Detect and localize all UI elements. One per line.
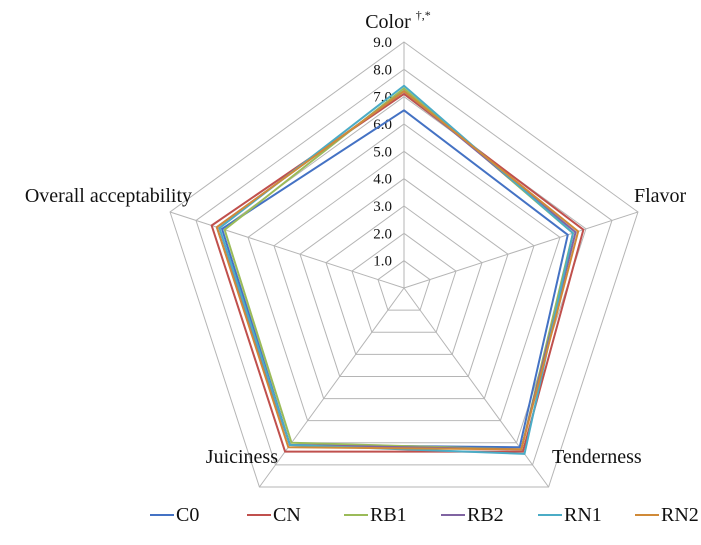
legend: C0 CN RB1 RB2 RN1 RN2 (150, 504, 699, 526)
series-line-rb1 (223, 87, 574, 451)
series-line-rn1 (218, 84, 574, 455)
legend-label: RB2 (467, 504, 504, 526)
legend-label: RN1 (564, 504, 602, 526)
axis-label-text: Color (365, 11, 411, 33)
axis-label-color: Color †,* (365, 8, 431, 33)
grid-ring-3 (325, 205, 483, 355)
axis-label-overall-acceptability: Overall acceptability (25, 185, 192, 207)
series-line-rn2 (215, 90, 580, 451)
spoke-1 (403, 211, 639, 289)
grid-ring-6 (247, 123, 561, 422)
series-lines (210, 84, 585, 455)
legend-item-cn: CN (247, 504, 301, 526)
spoke-2 (403, 287, 549, 488)
axis-label-text: Tenderness (552, 446, 642, 468)
grid-ring-5 (273, 150, 535, 400)
grid-ring-4 (299, 178, 509, 377)
radar-grid (169, 41, 639, 488)
axis-label-tenderness: Tenderness (552, 446, 642, 468)
grid-ring-1 (377, 260, 431, 311)
grid-ring-2 (351, 232, 457, 333)
axis-label-superscript: †,* (416, 8, 431, 22)
series-line-cn (210, 92, 585, 453)
tick-label: 2.0 (373, 226, 392, 242)
axis-label-text: Overall acceptability (25, 185, 192, 207)
legend-label: C0 (176, 504, 199, 526)
tick-label: 1.0 (373, 254, 392, 270)
axis-label-text: Juiciness (206, 446, 278, 468)
tick-label: 4.0 (373, 172, 392, 188)
spoke-4 (169, 211, 405, 289)
legend-item-rb2: RB2 (441, 504, 504, 526)
tick-label: 3.0 (373, 199, 392, 215)
axis-label-text: Flavor (634, 185, 687, 207)
legend-item-rn2: RN2 (635, 504, 699, 526)
legend-label: RB1 (370, 504, 407, 526)
tick-label: 8.0 (373, 62, 392, 78)
radial-tick-labels: 1.02.03.04.05.06.07.08.09.0 (373, 35, 392, 270)
axis-label-juiciness: Juiciness (206, 446, 278, 468)
legend-item-rn1: RN1 (538, 504, 602, 526)
spoke-3 (259, 287, 405, 488)
axis-label-flavor: Flavor (634, 185, 687, 207)
tick-label: 5.0 (373, 144, 392, 160)
legend-item-c0: C0 (150, 504, 199, 526)
axis-labels: Color †,* Flavor Tenderness Juiciness Overall… (25, 8, 687, 468)
legend-item-rb1: RB1 (344, 504, 407, 526)
grid-ring-8 (195, 68, 613, 466)
grid-ring-9 (169, 41, 639, 488)
legend-label: RN2 (661, 504, 699, 526)
tick-label: 9.0 (373, 35, 392, 51)
legend-label: CN (273, 504, 301, 526)
